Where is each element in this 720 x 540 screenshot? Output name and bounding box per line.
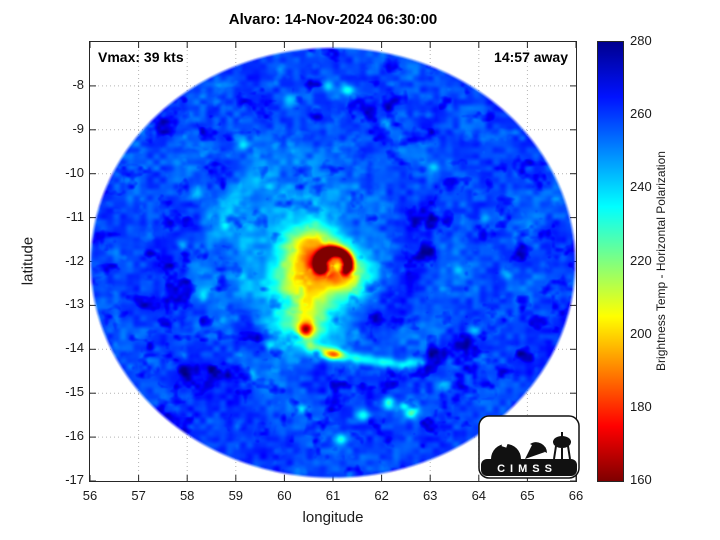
colorbar-tick-label: 180	[630, 398, 652, 414]
cimss-logo: CIMSS	[478, 415, 580, 479]
y-tick-label: -15	[65, 384, 84, 400]
time-away-annotation: 14:57 away	[494, 49, 568, 65]
x-tick-label: 58	[179, 488, 195, 503]
y-tick-label: -14	[65, 340, 84, 356]
colorbar-tick-label: 220	[630, 252, 652, 268]
vmax-annotation: Vmax: 39 kts	[98, 49, 184, 65]
y-tick-label: -10	[65, 164, 84, 180]
colorbar-tick-label: 280	[630, 33, 652, 48]
y-tick-label: -17	[65, 472, 84, 487]
cimss-logo-text: CIMSS	[497, 463, 557, 475]
x-tick-label: 57	[131, 488, 146, 503]
colorbar-axis-label: Brightness Temp - Horizontal Polarizatio…	[654, 151, 668, 371]
colorbar-tick-label: 260	[630, 106, 652, 122]
y-tick-label: -11	[66, 208, 84, 224]
x-tick-label: 56	[82, 488, 98, 503]
y-tick-label: -9	[72, 120, 84, 136]
x-tick-label: 65	[520, 488, 535, 503]
y-tick-label: -8	[72, 76, 84, 92]
y-tick-label: -13	[65, 296, 84, 312]
colorbar-tick-label: 240	[630, 179, 652, 195]
colorbar-tick-label: 160	[630, 472, 652, 487]
x-axis-label: longitude	[302, 509, 364, 526]
y-axis-label: latitude	[19, 236, 37, 286]
y-tick-label: -12	[65, 252, 84, 268]
x-tick-label: 62	[374, 488, 389, 503]
x-tick-label: 63	[422, 488, 438, 503]
x-tick-label: 59	[228, 488, 244, 503]
water-tower-icon	[553, 436, 571, 448]
y-tick-label: -16	[65, 428, 84, 444]
observatory-dome-icon	[491, 444, 521, 459]
heatmap-canvas	[90, 42, 576, 481]
x-tick-label: 64	[471, 488, 487, 503]
colorbar-tick-label: 200	[630, 325, 652, 341]
x-tick-label: 66	[568, 488, 584, 503]
plot-title: Alvaro: 14-Nov-2024 06:30:00	[228, 11, 438, 28]
x-tick-label: 61	[325, 488, 341, 503]
satellite-dish-icon	[525, 443, 545, 459]
colorbar	[597, 41, 624, 482]
x-tick-label: 60	[277, 488, 292, 503]
logo-text-band	[481, 459, 577, 476]
